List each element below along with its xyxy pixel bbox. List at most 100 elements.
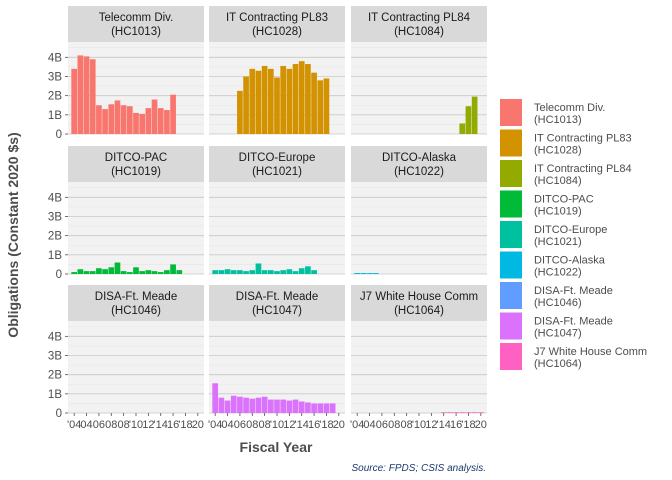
bar bbox=[237, 396, 243, 413]
bar bbox=[212, 383, 219, 413]
bar bbox=[459, 412, 466, 413]
bar bbox=[157, 272, 164, 274]
x-tick-label: 06 bbox=[93, 419, 105, 431]
bar bbox=[96, 268, 102, 274]
bar bbox=[372, 273, 379, 274]
facet-strip bbox=[68, 146, 204, 182]
y-tick-label: 0 bbox=[56, 129, 62, 141]
bar bbox=[447, 412, 453, 413]
bar bbox=[305, 266, 311, 274]
x-tick-label: 20 bbox=[333, 419, 345, 431]
bar bbox=[267, 68, 274, 134]
bar bbox=[114, 100, 121, 134]
bar bbox=[440, 412, 447, 413]
x-tick-label: '04 bbox=[350, 419, 364, 431]
bar bbox=[170, 264, 176, 274]
facet-panel bbox=[351, 182, 487, 274]
bar bbox=[317, 80, 324, 134]
bar bbox=[298, 268, 305, 274]
legend-code: (HC1046) bbox=[534, 297, 582, 309]
bar bbox=[157, 108, 164, 134]
bar bbox=[71, 272, 78, 274]
bar bbox=[267, 270, 274, 274]
facet-code: (HC1047) bbox=[252, 305, 302, 317]
bar bbox=[102, 269, 108, 274]
bar bbox=[261, 396, 268, 413]
bar bbox=[243, 76, 249, 134]
bar bbox=[329, 403, 336, 413]
bar bbox=[292, 271, 299, 274]
bar bbox=[286, 400, 293, 413]
facet-panel bbox=[209, 182, 345, 274]
facet-title: DITCO-Europe bbox=[239, 152, 316, 164]
legend-label: Telecomm Div. bbox=[534, 102, 605, 114]
facet-strip bbox=[351, 146, 487, 182]
legend-label: DISA-Ft. Meade bbox=[534, 316, 613, 328]
x-tick-label: 08 bbox=[118, 419, 130, 431]
legend-label: DISA-Ft. Meade bbox=[534, 285, 613, 297]
bar bbox=[360, 273, 367, 274]
facet-strip bbox=[68, 6, 204, 42]
x-tick-label: '04 bbox=[67, 419, 81, 431]
legend-swatch bbox=[500, 312, 522, 340]
bar bbox=[366, 273, 373, 274]
bar bbox=[126, 106, 133, 134]
legend-label: J7 White House Comm bbox=[534, 346, 647, 358]
x-tick-label: '10 bbox=[412, 419, 426, 431]
y-tick-label: 3B bbox=[48, 72, 62, 84]
x-tick-label: '18 bbox=[319, 419, 333, 431]
facet-strip bbox=[68, 285, 204, 321]
bar bbox=[126, 272, 133, 274]
bar bbox=[243, 397, 249, 413]
x-tick-label: 04 bbox=[221, 419, 233, 431]
x-tick-label: 16 bbox=[167, 419, 179, 431]
bar bbox=[114, 262, 121, 274]
x-tick-label: 04 bbox=[363, 419, 375, 431]
legend-code: (HC1019) bbox=[534, 206, 582, 218]
bar bbox=[170, 94, 176, 134]
bar bbox=[323, 403, 330, 413]
y-tick-label: 0 bbox=[56, 408, 62, 420]
legend-code: (HC1047) bbox=[534, 328, 582, 340]
y-tick-label: 2B bbox=[48, 231, 62, 243]
y-tick-label: 3B bbox=[48, 351, 62, 363]
legend-swatch bbox=[500, 282, 522, 309]
y-tick-label: 1B bbox=[48, 250, 62, 262]
legend-label: DITCO-PAC bbox=[534, 194, 594, 206]
bar bbox=[292, 64, 299, 134]
legend-code: (HC1028) bbox=[534, 145, 582, 157]
facet-title: DISA-Ft. Meade bbox=[95, 291, 177, 303]
y-tick-label: 4B bbox=[48, 331, 62, 343]
bar bbox=[224, 269, 231, 274]
x-tick-label: 12 bbox=[142, 419, 154, 431]
y-tick-label: 3B bbox=[48, 212, 62, 224]
bar bbox=[465, 106, 472, 134]
bar bbox=[164, 110, 170, 134]
legend-label: DITCO-Alaska bbox=[534, 255, 606, 267]
legend-code: (HC1064) bbox=[534, 358, 582, 370]
bar bbox=[145, 108, 152, 134]
x-tick-label: 08 bbox=[246, 419, 258, 431]
bar bbox=[298, 61, 305, 134]
bar bbox=[139, 113, 146, 134]
x-tick-label: 08 bbox=[388, 419, 400, 431]
bar bbox=[249, 270, 256, 274]
bar bbox=[108, 267, 115, 274]
facet-strip bbox=[209, 6, 345, 42]
bar bbox=[274, 77, 280, 134]
facet-panel bbox=[351, 321, 487, 413]
bar bbox=[145, 270, 152, 274]
facet-strip bbox=[351, 285, 487, 321]
bar bbox=[243, 271, 249, 274]
x-tick-label: 20 bbox=[192, 419, 204, 431]
x-tick-label: 06 bbox=[234, 419, 246, 431]
bar bbox=[249, 68, 256, 134]
y-tick-label: 1B bbox=[48, 389, 62, 401]
bar bbox=[133, 267, 139, 274]
x-tick-label: 16 bbox=[450, 419, 462, 431]
bar bbox=[298, 401, 305, 413]
facet-code: (HC1084) bbox=[394, 26, 444, 38]
x-tick-label: 12 bbox=[425, 419, 437, 431]
bar bbox=[77, 269, 84, 274]
x-tick-label: 06 bbox=[376, 419, 388, 431]
